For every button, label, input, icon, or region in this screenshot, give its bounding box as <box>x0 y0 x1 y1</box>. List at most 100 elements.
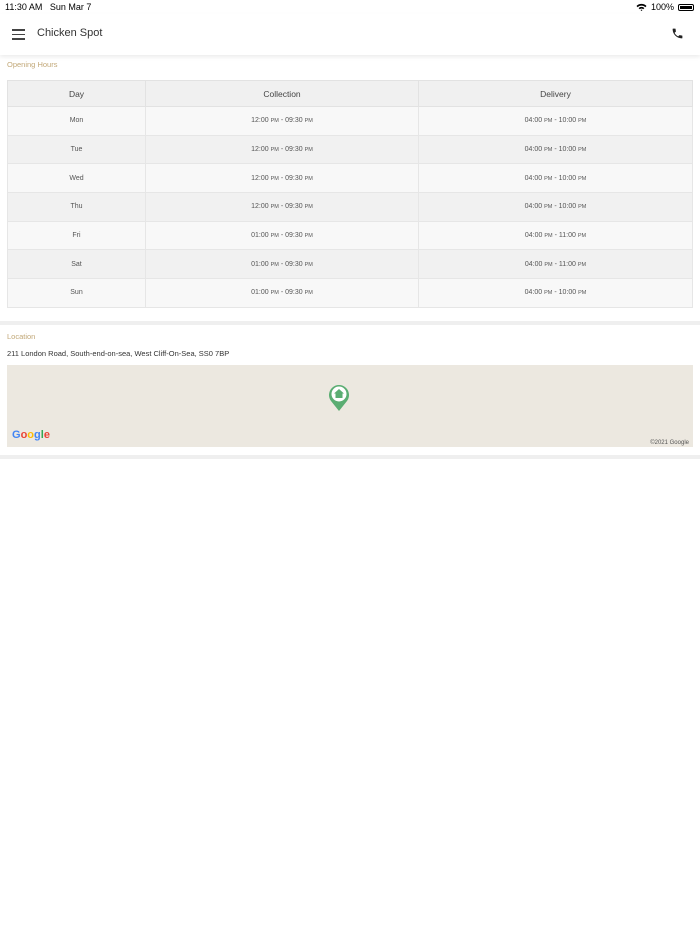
delivery-hours-cell: 04:00 PM - 10:00 PM <box>418 163 693 194</box>
delivery-hours-cell: 04:00 PM - 11:00 PM <box>418 249 693 280</box>
day-cell: Fri <box>7 220 146 251</box>
period: PM <box>304 204 313 211</box>
period: PM <box>544 233 553 240</box>
wifi-icon <box>636 3 647 11</box>
day-cell: Mon <box>7 106 146 136</box>
day-name: Sat <box>71 260 82 268</box>
time-from: 01:00 <box>251 289 269 297</box>
period: PM <box>304 147 313 154</box>
period: PM <box>578 118 587 125</box>
time-to: 11:00 <box>558 260 576 268</box>
day-name: Wed <box>69 174 84 182</box>
collection-hours-cell: 01:00 PM - 09:30 PM <box>145 278 419 308</box>
hamburger-menu-icon[interactable] <box>12 29 25 43</box>
home-pin-icon[interactable] <box>327 383 351 412</box>
delivery-hours-cell: 04:00 PM - 10:00 PM <box>418 192 693 222</box>
period: PM <box>304 118 313 125</box>
period: PM <box>578 175 587 182</box>
table-row: Thu 12:00 PM - 09:30 PM 04:00 PM - 10:00 P… <box>7 192 693 222</box>
period: PM <box>270 175 279 182</box>
time-to: 09:30 <box>285 117 303 125</box>
time-to: 09:30 <box>285 289 303 297</box>
period: PM <box>304 233 313 240</box>
time-from: 04:00 <box>524 117 543 125</box>
table-row: Fri 01:00 PM - 09:30 PM 04:00 PM - 11:00 P… <box>7 220 693 251</box>
period: PM <box>578 204 587 211</box>
table-row: Wed 12:00 PM - 09:30 PM 04:00 PM - 10:00 P… <box>7 163 693 194</box>
day-cell: Sun <box>7 278 146 308</box>
google-logo: Google <box>12 429 50 441</box>
day-name: Sun <box>70 289 83 297</box>
period: PM <box>544 147 553 154</box>
time-to: 09:30 <box>285 232 303 240</box>
delivery-hours-cell: 04:00 PM - 10:00 PM <box>418 278 693 308</box>
period: PM <box>544 261 553 268</box>
battery-icon <box>678 3 694 11</box>
time-from: 12:00 <box>251 117 269 125</box>
opening-hours-label: Opening Hours <box>7 60 58 69</box>
day-cell: Sat <box>7 249 146 280</box>
table-row: Mon 12:00 PM - 09:30 PM 04:00 PM - 10:00 P… <box>7 106 693 136</box>
map-copyright: ©2021 Google <box>650 440 689 446</box>
time-from: 04:00 <box>524 203 543 211</box>
day-cell: Tue <box>7 134 146 165</box>
period: PM <box>544 175 553 182</box>
location-label: Location <box>7 332 36 341</box>
collection-hours-cell: 12:00 PM - 09:30 PM <box>145 134 419 165</box>
period: PM <box>304 175 313 182</box>
time-from: 04:00 <box>524 289 543 297</box>
time-from: 04:00 <box>524 232 543 240</box>
period: PM <box>578 147 587 154</box>
table-row: Tue 12:00 PM - 09:30 PM 04:00 PM - 10:00 P… <box>7 134 693 165</box>
column-header-collection: Collection <box>145 80 419 107</box>
period: PM <box>577 261 587 268</box>
time-from: 01:00 <box>251 232 269 240</box>
collection-hours-cell: 01:00 PM - 09:30 PM <box>145 220 419 251</box>
status-time: 11:30 AM <box>5 2 43 12</box>
column-header-day: Day <box>7 80 146 107</box>
map-view[interactable]: Google ©2021 Google <box>7 365 693 447</box>
delivery-hours-cell: 04:00 PM - 11:00 PM <box>418 220 693 251</box>
period: PM <box>577 233 587 240</box>
day-name: Fri <box>72 232 81 240</box>
time-to: 09:30 <box>285 174 303 182</box>
time-from: 12:00 <box>251 146 269 154</box>
collection-hours-cell: 12:00 PM - 09:30 PM <box>145 163 419 194</box>
time-from: 12:00 <box>251 203 269 211</box>
time-to: 10:00 <box>558 146 577 154</box>
period: PM <box>544 290 553 297</box>
time-to: 10:00 <box>558 203 577 211</box>
time-to: 11:00 <box>558 232 576 240</box>
section-divider <box>0 455 700 459</box>
time-from: 01:00 <box>251 260 269 268</box>
period: PM <box>270 290 279 297</box>
time-from: 04:00 <box>524 174 543 182</box>
period: PM <box>544 118 553 125</box>
status-date: Sun Mar 7 <box>49 2 92 12</box>
time-to: 10:00 <box>558 289 577 297</box>
period: PM <box>270 147 279 154</box>
day-cell: Wed <box>7 163 146 194</box>
period: PM <box>544 204 553 211</box>
time-to: 09:30 <box>285 260 303 268</box>
delivery-hours-cell: 04:00 PM - 10:00 PM <box>418 134 693 165</box>
day-name: Tue <box>70 146 83 154</box>
time-from: 04:00 <box>524 260 543 268</box>
phone-icon[interactable] <box>671 27 684 40</box>
time-to: 09:30 <box>285 146 303 154</box>
time-to: 10:00 <box>558 117 577 125</box>
table-row: Sat 01:00 PM - 09:30 PM 04:00 PM - 11:00 P… <box>7 249 693 280</box>
day-name: Mon <box>69 117 84 125</box>
status-bar: 11:30 AM Sun Mar 7 100% <box>0 0 700 14</box>
period: PM <box>270 204 279 211</box>
collection-hours-cell: 12:00 PM - 09:30 PM <box>145 106 419 136</box>
opening-hours-table: Day Collection Delivery Mon 12:00 PM - 09… <box>7 80 693 308</box>
period: PM <box>270 118 279 125</box>
delivery-hours-cell: 04:00 PM - 10:00 PM <box>418 106 693 136</box>
day-name: Thu <box>70 203 83 211</box>
collection-hours-cell: 12:00 PM - 09:30 PM <box>145 192 419 222</box>
collection-hours-cell: 01:00 PM - 09:30 PM <box>145 249 419 280</box>
battery-percent: 100% <box>650 2 674 12</box>
time-to: 09:30 <box>285 203 303 211</box>
period: PM <box>270 233 279 240</box>
